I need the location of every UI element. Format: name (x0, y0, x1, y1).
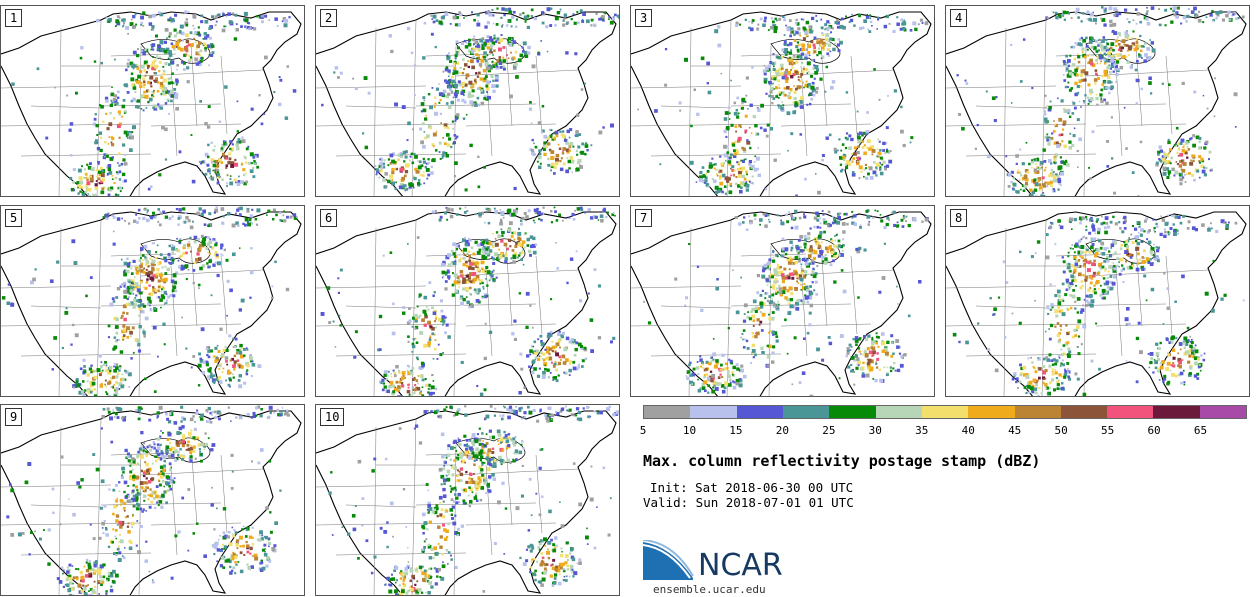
member-number-label: 6 (320, 209, 338, 227)
colorbar-segment (1153, 406, 1200, 418)
member-number-label: 8 (950, 209, 968, 227)
reflectivity-map (316, 206, 617, 396)
member-number-label: 5 (5, 209, 23, 227)
colorbar-tick-label: 10 (682, 424, 697, 437)
colorbar-tick-label: 45 (1008, 424, 1022, 437)
ncar-logo-text: NCAR (698, 548, 783, 583)
colorbar-tick-label: 25 (822, 424, 836, 437)
init-time: Init: Sat 2018-06-30 00 UTC (650, 480, 854, 495)
colorbar-tick-label: 35 (915, 424, 929, 437)
member-number-label: 1 (5, 9, 23, 27)
reflectivity-map (631, 11, 932, 196)
colorbar-tick-label: 40 (961, 424, 975, 437)
colorbar-tick-label: 55 (1100, 424, 1115, 437)
colorbar-tick-label: 15 (729, 424, 743, 437)
member-number-label: 3 (635, 9, 653, 27)
colorbar-tick-label: 50 (1054, 424, 1068, 437)
colorbar-segment (968, 406, 1015, 418)
colorbar-tick-label: 30 (868, 424, 882, 437)
ncar-logo-icon (643, 540, 694, 580)
colorbar-segment (921, 406, 969, 418)
reflectivity-map (946, 6, 1247, 196)
colorbar-tick-label: 20 (775, 424, 789, 437)
ensemble-member-panel[interactable]: 9 (0, 404, 305, 596)
colorbar-tick-label: 5 (639, 424, 647, 437)
ensemble-member-panel[interactable]: 6 (315, 205, 620, 397)
colorbar-segment (782, 406, 830, 418)
colorbar-segment (1199, 406, 1247, 418)
colorbar-tick-label: 65 (1193, 424, 1208, 437)
colorbar-segment (1107, 406, 1154, 418)
reflectivity-colorbar (643, 405, 1247, 419)
reflectivity-map (1, 405, 302, 595)
ensemble-member-panel[interactable]: 2 (315, 5, 620, 197)
colorbar-segment (644, 406, 691, 418)
ensemble-member-panel[interactable]: 3 (630, 5, 935, 197)
member-number-label: 10 (320, 408, 345, 426)
reflectivity-map (1, 10, 302, 196)
colorbar-segment (1014, 406, 1061, 418)
ensemble-member-panel[interactable]: 5 (0, 205, 305, 397)
ensemble-member-panel[interactable]: 7 (630, 205, 935, 397)
ensemble-member-panel[interactable]: 8 (945, 205, 1250, 397)
ensemble-member-panel[interactable]: 4 (945, 5, 1250, 197)
reflectivity-map (316, 7, 619, 196)
page-title: Max. column reflectivity postage stamp (… (643, 452, 1041, 470)
colorbar-segment (736, 406, 783, 418)
colorbar-ticks: 5 10 15 20 25 30 35 40 45 50 55 60 65 (639, 424, 1247, 438)
valid-time: Valid: Sun 2018-07-01 01 UTC (643, 495, 854, 510)
reflectivity-map (1, 206, 302, 396)
member-number-label: 7 (635, 209, 653, 227)
colorbar-segment (1060, 406, 1108, 418)
colorbar-tick-label: 60 (1147, 424, 1161, 437)
member-number-label: 2 (320, 9, 338, 27)
colorbar-segment (829, 406, 876, 418)
member-number-label: 9 (5, 408, 23, 426)
member-number-label: 4 (950, 9, 968, 27)
ensemble-member-panel[interactable]: 1 (0, 5, 305, 197)
ensemble-url[interactable]: ensemble.ucar.edu (653, 583, 766, 596)
reflectivity-map (946, 211, 1247, 396)
colorbar-segment (690, 406, 737, 418)
ensemble-member-panel[interactable]: 10 (315, 404, 620, 596)
colorbar-segment (875, 406, 922, 418)
reflectivity-map (631, 209, 932, 396)
reflectivity-map (316, 405, 619, 595)
